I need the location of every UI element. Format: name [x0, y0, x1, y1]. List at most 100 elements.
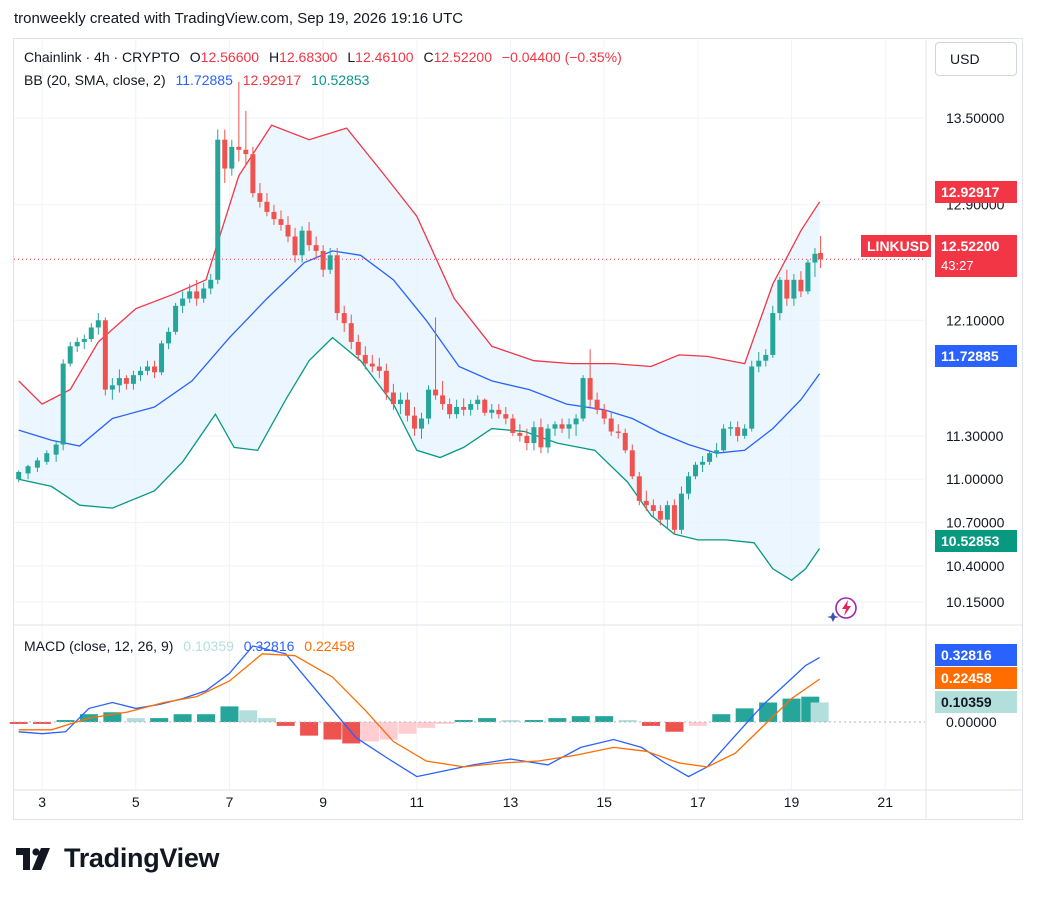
candle-body: [144, 366, 150, 371]
candle-body: [447, 404, 453, 415]
macd-label: MACD (close, 12, 26, 9): [24, 638, 174, 654]
price-axis-label: 11.00000: [946, 471, 1004, 487]
candle-body: [693, 464, 699, 477]
currency-button[interactable]: USD: [935, 42, 1017, 76]
macd-histogram-bar: [688, 722, 707, 726]
macd-histogram-bar: [478, 718, 497, 722]
candle-body: [208, 279, 214, 289]
candle-body: [306, 230, 312, 246]
candle-body: [475, 399, 481, 405]
candle-body: [159, 343, 165, 373]
candle-body: [524, 435, 530, 444]
candle-body: [742, 428, 748, 436]
last-price-tag: 12.52200 43:27: [935, 235, 1017, 277]
candle-body: [749, 366, 755, 429]
tradingview-logo[interactable]: TradingView: [16, 843, 220, 874]
macd-histogram-bar: [360, 722, 379, 742]
candle-body: [383, 370, 389, 393]
macd-hist-value: 0.10359: [183, 638, 234, 654]
bb-upper-line: [18, 124, 821, 405]
candle-body: [222, 139, 228, 169]
candle-body: [355, 341, 361, 355]
candle-body: [53, 444, 59, 455]
macd-histogram-bar: [398, 722, 417, 734]
candle-body: [102, 320, 108, 390]
price-axis-label: 10.70000: [946, 515, 1005, 531]
symbol-tag-label: LINKUSD: [861, 235, 931, 257]
candle-body: [60, 363, 66, 445]
candle-body: [16, 471, 22, 480]
candle-body: [25, 466, 31, 474]
candle-body: [278, 219, 284, 225]
candle-body: [130, 375, 136, 384]
time-axis-label: 17: [690, 794, 706, 810]
candle-body: [700, 461, 706, 465]
candle-body: [440, 395, 446, 405]
high-value: 12.68300: [279, 49, 338, 65]
macd-histogram-bar: [782, 698, 801, 722]
high-label: H: [268, 49, 280, 65]
candle-body: [503, 414, 509, 419]
candle-body: [250, 154, 256, 194]
candle-body: [369, 363, 375, 367]
candle-body: [180, 298, 186, 306]
candle-body: [376, 366, 382, 371]
bb-upper-value: 12.92917: [242, 72, 302, 88]
change-value: −0.04400 (−0.35%): [501, 49, 622, 65]
low-label: L: [347, 49, 356, 65]
bb-basis-tag: 11.72885: [935, 345, 1017, 367]
candle-body: [622, 432, 628, 451]
candle-body: [756, 360, 762, 367]
candle-body: [608, 418, 614, 432]
macd-axis-label: 0.00000: [946, 714, 997, 730]
candle-body: [650, 505, 656, 511]
bb-lower-tag: 10.52853: [935, 530, 1017, 552]
candle-body: [292, 236, 298, 256]
candle-body: [763, 354, 769, 361]
tradingview-wordmark: TradingView: [64, 843, 220, 873]
low-value: 12.46100: [355, 49, 414, 65]
candle-body: [166, 331, 172, 344]
candle-body: [468, 404, 474, 410]
candle-body: [707, 453, 713, 462]
candle-body: [643, 500, 649, 506]
macd-histogram-bar: [571, 716, 590, 722]
price-axis-label: 10.40000: [946, 558, 1005, 574]
macd-histogram-bar: [33, 722, 52, 724]
lightning-alert-icon[interactable]: [827, 597, 857, 622]
time-axis-label: 11: [410, 794, 425, 810]
candle-body: [74, 341, 80, 347]
macd-line-tag: 0.32816: [935, 644, 1017, 666]
bb-basis-line: [18, 250, 821, 454]
macd-histogram-bar: [276, 722, 295, 726]
ohlc-legend: Chainlink · 4h · CRYPTO O12.56600 H12.68…: [24, 49, 628, 65]
candle-body: [594, 399, 600, 410]
candle-body: [81, 339, 87, 342]
macd-histogram-bar: [712, 714, 731, 722]
macd-histogram-bar: [239, 710, 258, 722]
candle-body: [215, 139, 221, 280]
candle-body: [95, 320, 101, 328]
candle-body: [791, 279, 797, 299]
time-axis-label: 15: [596, 794, 612, 810]
candle-body: [573, 418, 579, 425]
close-label: C: [423, 49, 434, 65]
candle-body: [327, 255, 333, 270]
candle-body: [271, 211, 277, 220]
candle-body: [784, 279, 790, 299]
macd-histogram-bar: [618, 720, 637, 722]
candle-body: [313, 245, 319, 251]
candle-body: [664, 505, 670, 520]
candle-body: [489, 409, 495, 413]
candle-body: [798, 279, 804, 292]
candle-body: [777, 279, 783, 314]
bb-lower-line: [18, 336, 821, 582]
candle-body: [545, 428, 551, 448]
time-axis-label: 19: [784, 794, 800, 810]
attribution-text: tronweekly created with TradingView.com,…: [14, 10, 464, 27]
macd-histogram-bar: [642, 722, 661, 726]
macd-histogram-bar: [435, 722, 454, 724]
macd-histogram-bar: [323, 722, 342, 740]
candle-body: [657, 510, 663, 520]
